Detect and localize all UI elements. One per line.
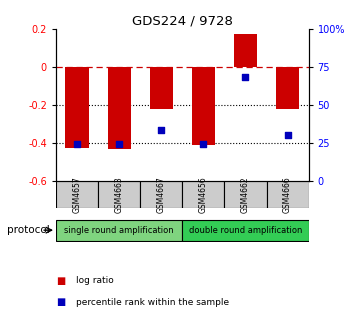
Bar — [108, 67, 131, 149]
Text: GSM4656: GSM4656 — [199, 176, 208, 213]
Bar — [150, 67, 173, 109]
Bar — [182, 220, 309, 241]
Bar — [98, 181, 140, 208]
Text: GSM4657: GSM4657 — [73, 176, 82, 213]
Text: GSM4666: GSM4666 — [283, 176, 292, 213]
Bar — [192, 67, 215, 145]
Text: GSM4662: GSM4662 — [241, 176, 250, 213]
Bar — [56, 220, 182, 241]
Text: percentile rank within the sample: percentile rank within the sample — [76, 298, 229, 307]
Text: ■: ■ — [56, 276, 65, 286]
Point — [243, 75, 248, 80]
Bar — [65, 67, 88, 148]
Text: ■: ■ — [56, 297, 65, 307]
Bar — [234, 34, 257, 67]
Text: GSM4663: GSM4663 — [115, 176, 123, 213]
Bar — [266, 181, 309, 208]
Point — [200, 141, 206, 147]
Text: single round amplification: single round amplification — [64, 226, 174, 235]
Point — [116, 141, 122, 147]
Point — [285, 132, 291, 138]
Text: log ratio: log ratio — [76, 276, 114, 285]
Text: GSM4667: GSM4667 — [157, 176, 166, 213]
Bar — [140, 181, 182, 208]
Title: GDS224 / 9728: GDS224 / 9728 — [132, 14, 233, 28]
Bar — [182, 181, 225, 208]
Bar — [225, 181, 266, 208]
Bar — [56, 181, 98, 208]
Text: double round amplification: double round amplification — [189, 226, 302, 235]
Bar — [276, 67, 299, 109]
Point — [74, 141, 80, 147]
Text: protocol: protocol — [7, 225, 50, 235]
Point — [158, 128, 164, 133]
